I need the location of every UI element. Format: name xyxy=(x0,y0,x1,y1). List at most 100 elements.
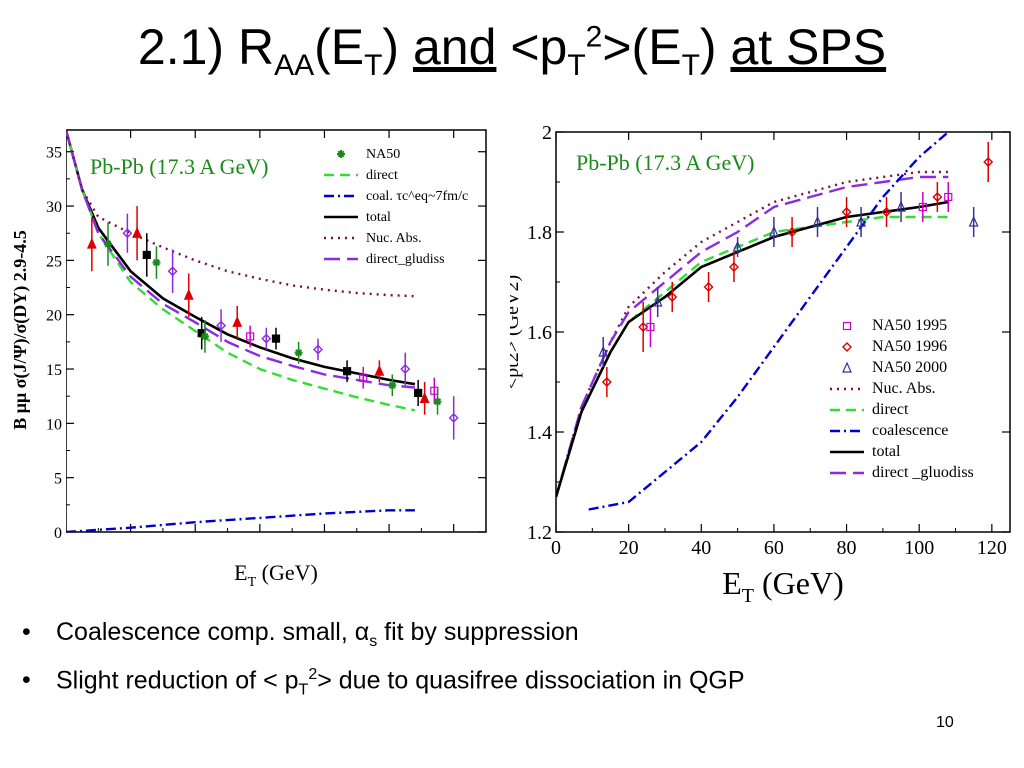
x-axis-label-sub: T xyxy=(248,575,257,590)
x-tick-label: 40 xyxy=(691,537,711,559)
data-point-square xyxy=(944,192,953,202)
title-at-sps: at SPS xyxy=(730,19,887,75)
data-point-square xyxy=(646,322,655,332)
data-point-triangle xyxy=(374,364,385,376)
data-point-triangle xyxy=(598,345,609,357)
x-axis-label: ET (GeV) xyxy=(722,565,844,607)
x-tick-label: 60 xyxy=(764,537,784,559)
data-point-square xyxy=(359,373,368,382)
x-tick-label: 100 xyxy=(904,537,934,559)
plot-area xyxy=(556,132,994,511)
bullet2-text-b: > due to quasifree dissociation in QGP xyxy=(317,666,745,695)
bullet2-text-a: Slight reduction of < p xyxy=(56,666,299,695)
data-point-triangle xyxy=(86,237,97,249)
legend-label: NA50 1995 xyxy=(872,317,947,334)
title-and: and xyxy=(412,19,497,75)
y-tick-label: 20 xyxy=(46,308,62,325)
title-pt: <p xyxy=(510,19,568,75)
data-point-diamond xyxy=(448,412,459,423)
left-chart-panel: 02040608010012005101520253035Pb-Pb (17.3… xyxy=(62,124,488,554)
x-tick-label: 20 xyxy=(619,537,639,559)
series-line-direct-gluodiss xyxy=(556,175,949,498)
chart-annotation: Pb-Pb (17.3 A GeV) xyxy=(90,154,268,179)
y-tick-label: 1.4 xyxy=(527,422,552,444)
legend-label: total xyxy=(366,210,391,225)
y-tick-label: 10 xyxy=(46,416,62,433)
data-point-square xyxy=(246,332,255,341)
legend-label: direct _gluodiss xyxy=(872,464,974,481)
data-point-diamond xyxy=(983,157,994,167)
y-tick-label: 30 xyxy=(46,199,62,216)
data-point-diamond xyxy=(787,227,798,237)
plot-area xyxy=(66,130,459,532)
slide-title: 2.1) RAA(ET) and <pT2>(ET) at SPS xyxy=(0,18,1024,83)
data-point-star xyxy=(200,332,209,341)
data-point-triangle xyxy=(183,288,194,300)
x-tick-label: 80 xyxy=(837,537,857,559)
legend-label: NA50 1996 xyxy=(872,338,947,355)
right-chart-panel: 0 20 40 60 80 100 120 1.2 1.4 1.6 1.8 2 Pb-Pb (17.3 … xyxy=(501,112,1014,612)
data-point-square xyxy=(342,367,352,376)
y-axis-label: <pt2> (GeV2) xyxy=(510,275,523,389)
data-point-square xyxy=(414,388,423,398)
y-tick-label: 5 xyxy=(54,471,62,488)
data-point-triangle xyxy=(232,315,243,327)
bullet-item-1: • Coalescence comp. small, αs fit by sup… xyxy=(22,618,1012,666)
x-tick-label: 120 xyxy=(442,537,466,538)
x-tick-label: 80 xyxy=(316,537,332,538)
chart-annotation: Pb-Pb (17.3 A GeV) xyxy=(576,150,754,175)
bullet-list: • Coalescence comp. small, αs fit by sup… xyxy=(22,618,1012,714)
title-sub-t3: T xyxy=(681,49,700,82)
plot-frame xyxy=(65,129,487,533)
pt2-chart: 0 20 40 60 80 100 120 1.2 1.4 1.6 1.8 2 Pb-Pb (17.3 … xyxy=(501,122,1011,607)
y-tick-label: 25 xyxy=(46,253,62,270)
series-line-coal-c-eq-7fm-c xyxy=(66,509,415,532)
data-point-star xyxy=(337,150,345,158)
data-point-diamond xyxy=(728,262,739,272)
x-tick-label: 60 xyxy=(252,537,268,538)
legend-label: coal. τc^eq~7fm/c xyxy=(366,189,468,204)
series-line-nuc-abs- xyxy=(66,130,415,298)
data-point-diamond xyxy=(313,344,323,355)
x-tick-label: 100 xyxy=(377,537,401,538)
data-point-diamond xyxy=(667,292,678,302)
x-tick-label: 40 xyxy=(187,537,203,538)
data-point-star xyxy=(152,258,161,267)
data-point-square xyxy=(271,334,281,343)
series-line-direct-gludiss xyxy=(66,130,416,389)
bullet-dot: • xyxy=(22,618,31,646)
title-pt-close: >(E xyxy=(602,19,682,75)
legend-label: Nuc. Abs. xyxy=(872,380,936,397)
legend-label: NA50 2000 xyxy=(872,359,947,376)
data-point-diamond xyxy=(400,364,411,375)
data-point-triangle xyxy=(419,391,430,403)
legend-label: Nuc. Abs. xyxy=(366,231,422,246)
title-sub-t2: T xyxy=(567,49,586,82)
bullet-item-2: • Slight reduction of < pT2> due to quas… xyxy=(22,666,1012,714)
title-sup-2: 2 xyxy=(585,20,603,54)
y-tick-label: 1.8 xyxy=(527,222,552,244)
title-close2: ) xyxy=(699,19,717,75)
data-point-diamond xyxy=(167,266,178,277)
data-point-triangle xyxy=(842,361,852,373)
legend-label: direct xyxy=(366,168,398,183)
raa-chart: 02040608010012005101520253035Pb-Pb (17.3… xyxy=(62,129,487,554)
y-tick-label: 1.6 xyxy=(527,322,552,344)
title-sub-aa: AA xyxy=(274,49,315,82)
x-axis-label-unit: (GeV) xyxy=(754,565,844,601)
data-point-star xyxy=(294,348,303,357)
y-axis-label: B μμ σ(J/Ψ)/σ(DY) 2.9-4.5 xyxy=(10,230,31,430)
y-tick-label: 35 xyxy=(46,145,62,162)
data-point-square xyxy=(142,250,151,260)
series-line-direct xyxy=(66,130,416,412)
x-axis-label-sub: T xyxy=(742,585,754,607)
y-tick-label: 1.2 xyxy=(527,522,552,544)
legend-label: total xyxy=(872,443,901,460)
bullet1-sub-s: s xyxy=(369,633,378,650)
bullet-dot: • xyxy=(22,666,31,694)
data-point-triangle xyxy=(856,215,867,227)
data-point-triangle xyxy=(732,240,743,252)
data-point-diamond xyxy=(638,322,649,332)
data-point-triangle xyxy=(812,215,823,227)
title-sub-t1: T xyxy=(364,49,383,82)
